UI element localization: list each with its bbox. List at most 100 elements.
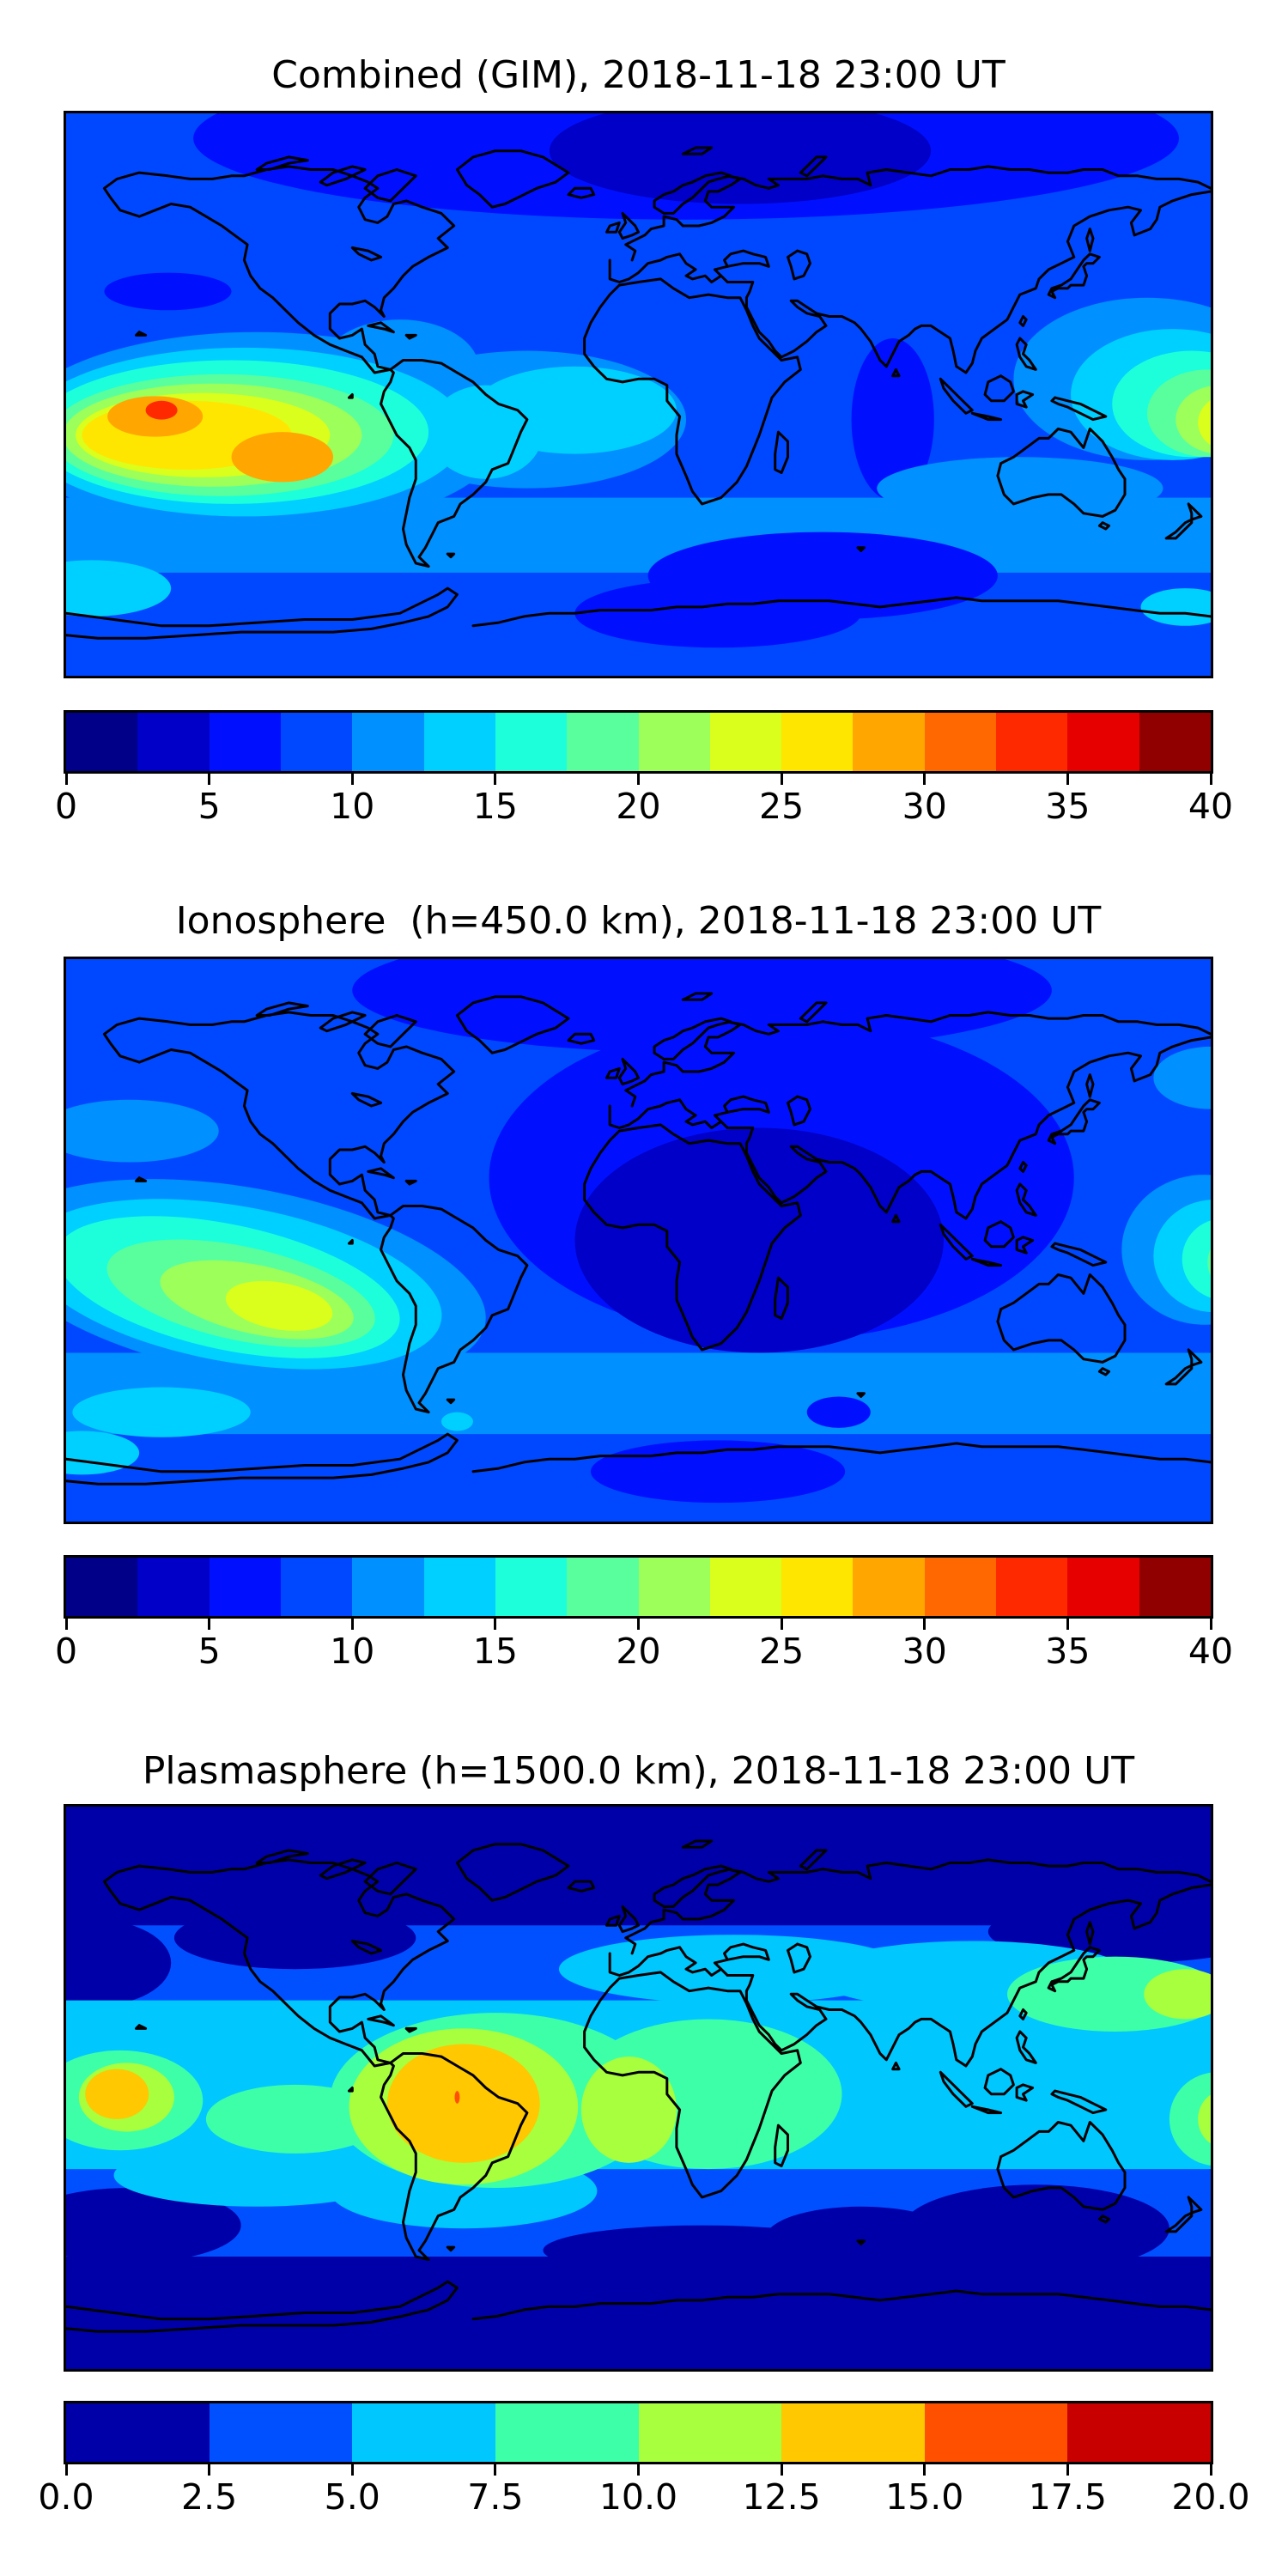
colorbar-segment — [709, 713, 782, 771]
contour-feature — [580, 2057, 677, 2163]
colorbar-ionosphere — [64, 1555, 1213, 1619]
colorbar-tick — [494, 774, 497, 785]
colorbar-tick-label: 0 — [54, 786, 78, 827]
contour-feature — [205, 2084, 385, 2154]
colorbar-segment — [1139, 1558, 1211, 1616]
coastline-path — [363, 168, 417, 203]
colorbar-segment — [1139, 713, 1211, 771]
contour-feature — [549, 113, 932, 204]
colorbar-tick — [923, 1619, 927, 1630]
coastline-path — [471, 2289, 1211, 2321]
contour-feature — [66, 560, 172, 617]
contour-feature — [66, 1807, 1211, 1926]
coastline-path — [367, 1167, 395, 1180]
coastline-path — [1047, 1946, 1101, 1993]
contour-feature — [66, 2187, 241, 2263]
coastline-path — [617, 211, 640, 240]
coastline-path — [939, 1223, 974, 1261]
coastline-path — [720, 1967, 755, 1993]
coastline-path — [723, 1942, 770, 1961]
coastline-path — [1050, 396, 1108, 422]
contour-map-combined — [66, 113, 1211, 676]
coastline-path — [319, 1858, 367, 1880]
colorbar-tick — [208, 774, 211, 785]
colorbar-segment — [495, 2403, 639, 2462]
contour-feature — [454, 2091, 460, 2104]
colorbar-segment — [567, 1558, 639, 1616]
contour-feature — [806, 1396, 871, 1428]
colorbar-tick — [494, 2464, 497, 2476]
colorbar-segment — [495, 1558, 568, 1616]
colorbar-segment — [1067, 1558, 1139, 1616]
coastline-path — [583, 277, 802, 506]
coastline-path — [1015, 1236, 1035, 1255]
contour-feature — [543, 2225, 861, 2275]
coastline-path — [1164, 2196, 1203, 2233]
colorbar-tick-label: 20 — [616, 786, 661, 827]
coastline-path — [66, 586, 459, 640]
coastline-path — [1015, 390, 1035, 409]
colorbar-tick — [637, 2464, 640, 2476]
colorbar-tick-label: 0.0 — [38, 2476, 94, 2518]
coastline-path — [350, 1940, 383, 1955]
colorbar-tick — [208, 2464, 211, 2476]
colorbar-tick-label: 2.5 — [181, 2476, 238, 2518]
colorbar-tick — [637, 774, 640, 785]
coastline-path — [348, 2087, 354, 2093]
coastline-path — [446, 1398, 456, 1405]
coastline-path — [856, 2239, 866, 2245]
coastline-path — [605, 221, 621, 234]
coastline-path — [787, 249, 811, 281]
map-plasmasphere — [64, 1804, 1213, 2372]
coastline-path — [744, 190, 1211, 374]
coastline-path — [970, 2105, 1003, 2115]
coastline-path — [608, 1098, 729, 1129]
coastline-path — [1097, 2215, 1110, 2224]
colorbar-segment — [352, 713, 424, 771]
coastline-path — [624, 165, 1211, 262]
coastline-path — [1164, 1348, 1203, 1386]
coastline-path — [744, 1883, 1211, 2068]
colorbar-segment — [209, 713, 281, 771]
contour-feature — [352, 959, 1052, 1054]
coastline-path — [1164, 502, 1203, 540]
colorbar-tick — [1066, 2464, 1069, 2476]
coastline-path — [653, 171, 732, 215]
colorbar-tick-label: 12.5 — [742, 2476, 821, 2518]
coastline-path — [891, 368, 901, 378]
coastline-path — [380, 359, 529, 568]
colorbar-tick-label: 17.5 — [1028, 2476, 1108, 2518]
colorbar-tick-label: 0 — [54, 1631, 78, 1672]
contour-feature — [85, 2069, 149, 2119]
contour-feature — [1198, 2094, 1211, 2144]
coastline-path — [455, 149, 570, 209]
contour-feature — [72, 1387, 251, 1437]
coastline-path — [799, 1001, 828, 1024]
colorbar-tick — [1066, 1619, 1069, 1630]
coastline-path — [983, 2068, 1015, 2096]
colorbar-tick — [780, 774, 783, 785]
colorbar-segment — [209, 2403, 353, 2462]
coastline-path — [1050, 2089, 1108, 2115]
coastline-path — [1047, 1098, 1101, 1145]
colorbar-segment — [924, 2403, 1068, 2462]
map-combined — [64, 111, 1213, 678]
coastline-path — [367, 2014, 395, 2027]
colorbar-tick-label: 25 — [759, 786, 805, 827]
coastline-path — [1018, 315, 1028, 327]
colorbar-tick-label: 30 — [902, 1631, 947, 1672]
coastline-path — [970, 1257, 1003, 1267]
colorbar-segment — [709, 1558, 782, 1616]
colorbar-tick — [1066, 774, 1069, 785]
colorbar-segment — [423, 1558, 495, 1616]
colorbar-segment — [924, 1558, 997, 1616]
colorbar-tick — [64, 2464, 68, 2476]
coastline-path — [983, 374, 1015, 403]
colorbar-segment — [781, 713, 854, 771]
colorbar-tick — [208, 1619, 211, 1630]
panel-title-plasmasphere: Plasmasphere (h=1500.0 km), 2018-11-18 2… — [142, 1749, 1135, 1793]
colorbar-segment — [567, 713, 639, 771]
colorbar-segment — [996, 1558, 1068, 1616]
colorbar-tick-label: 20 — [616, 1631, 661, 1672]
coastline-path — [446, 2245, 456, 2252]
